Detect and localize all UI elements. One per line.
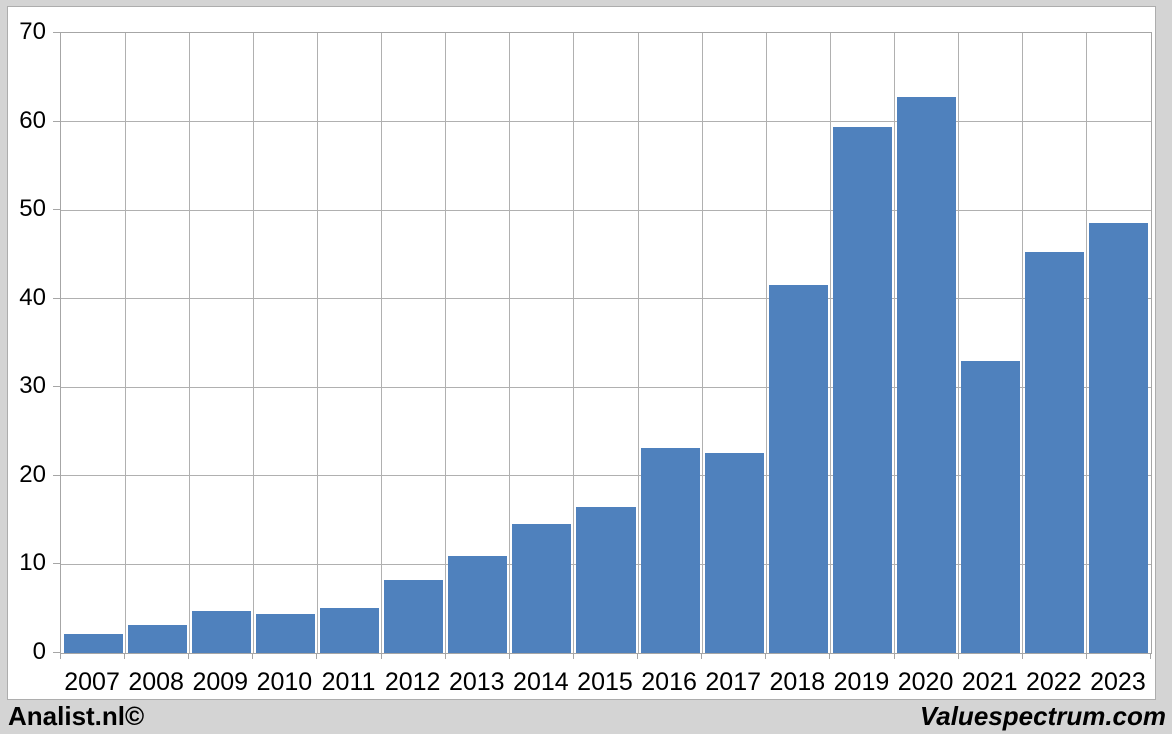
xtick-mark-16 bbox=[1085, 653, 1087, 659]
bar-2014 bbox=[512, 523, 572, 653]
ytick-label-50: 50 bbox=[19, 195, 46, 223]
bar-2008 bbox=[127, 624, 187, 653]
xtick-mark-1 bbox=[124, 653, 126, 659]
xtick-mark-6 bbox=[444, 653, 446, 659]
xtick-label-2013: 2013 bbox=[448, 668, 505, 696]
bar-2021 bbox=[961, 360, 1021, 653]
xtick-label-2014: 2014 bbox=[513, 668, 569, 696]
gridline-x-1 bbox=[124, 33, 126, 653]
gridline-x-5 bbox=[381, 33, 383, 653]
ytick-label-40: 40 bbox=[19, 283, 46, 311]
gridline-x-12 bbox=[829, 33, 831, 653]
gridline-x-8 bbox=[573, 33, 575, 653]
xtick-mark-4 bbox=[316, 653, 318, 659]
gridline-x-9 bbox=[637, 33, 639, 653]
chart-canvas bbox=[7, 6, 1156, 700]
ytick-label-20: 20 bbox=[19, 460, 46, 488]
gridline-x-14 bbox=[958, 33, 960, 653]
xtick-mark-11 bbox=[765, 653, 767, 659]
ytick-label-0: 0 bbox=[32, 638, 46, 665]
xtick-mark-13 bbox=[893, 653, 895, 659]
xtick-mark-9 bbox=[637, 653, 639, 659]
ytick-mark-40 bbox=[53, 297, 60, 299]
gridline-y-30 bbox=[61, 386, 1151, 388]
gridline-x-16 bbox=[1086, 33, 1088, 653]
ytick-label-70: 70 bbox=[19, 18, 46, 45]
ytick-label-30: 30 bbox=[19, 372, 46, 400]
gridline-x-6 bbox=[445, 33, 447, 653]
ytick-label-10: 10 bbox=[19, 549, 46, 577]
xtick-mark-15 bbox=[1021, 653, 1023, 659]
xtick-label-2016: 2016 bbox=[641, 668, 697, 696]
bar-2019 bbox=[832, 126, 893, 653]
gridline-x-15 bbox=[1022, 33, 1024, 653]
bar-2012 bbox=[384, 580, 444, 653]
gridline-x-7 bbox=[509, 33, 511, 653]
xtick-label-2012: 2012 bbox=[384, 668, 441, 696]
xtick-mark-17 bbox=[1150, 653, 1151, 659]
ytick-mark-0 bbox=[53, 652, 60, 653]
xtick-label-2021: 2021 bbox=[961, 668, 1018, 696]
xtick-mark-3 bbox=[252, 653, 254, 659]
xtick-mark-0 bbox=[60, 653, 61, 659]
xtick-label-2017: 2017 bbox=[705, 668, 762, 696]
xtick-label-2020: 2020 bbox=[897, 668, 954, 696]
ytick-mark-50 bbox=[53, 209, 60, 211]
xtick-mark-14 bbox=[957, 653, 959, 659]
xtick-label-2019: 2019 bbox=[833, 668, 890, 696]
attribution-right: Valuespectrum.com bbox=[919, 701, 1166, 731]
xtick-mark-8 bbox=[572, 653, 574, 659]
xtick-label-2015: 2015 bbox=[577, 668, 633, 696]
bar-2023 bbox=[1089, 222, 1149, 653]
bar-2017 bbox=[704, 452, 764, 653]
gridline-y-40 bbox=[61, 298, 1151, 300]
xtick-label-2011: 2011 bbox=[321, 668, 376, 696]
xtick-mark-5 bbox=[380, 653, 382, 659]
plot-area bbox=[60, 32, 1152, 654]
gridline-x-10 bbox=[701, 33, 703, 653]
gridline-x-3 bbox=[252, 33, 254, 653]
xtick-mark-2 bbox=[188, 653, 190, 659]
xtick-label-2018: 2018 bbox=[769, 668, 826, 696]
bar-2016 bbox=[640, 448, 700, 653]
xtick-label-2022: 2022 bbox=[1025, 668, 1082, 696]
xtick-mark-12 bbox=[829, 653, 831, 659]
ytick-mark-60 bbox=[53, 120, 60, 122]
gridline-y-60 bbox=[61, 121, 1151, 123]
xtick-label-2023: 2023 bbox=[1090, 668, 1146, 696]
gridline-x-2 bbox=[188, 33, 190, 653]
gridline-y-50 bbox=[61, 209, 1151, 211]
bar-2007 bbox=[63, 633, 123, 653]
gridline-x-4 bbox=[316, 33, 318, 653]
xtick-label-2010: 2010 bbox=[256, 668, 313, 696]
ytick-mark-30 bbox=[53, 386, 60, 388]
bar-2010 bbox=[255, 614, 315, 653]
bar-2013 bbox=[448, 555, 508, 653]
ytick-mark-20 bbox=[53, 474, 60, 476]
bar-2022 bbox=[1025, 251, 1085, 653]
bar-2011 bbox=[319, 607, 380, 653]
ytick-label-60: 60 bbox=[19, 106, 46, 134]
gridline-y-20 bbox=[61, 475, 1151, 477]
xtick-mark-7 bbox=[508, 653, 510, 659]
xtick-label-2007: 2007 bbox=[64, 668, 120, 696]
ytick-mark-10 bbox=[53, 563, 60, 565]
xtick-label-2009: 2009 bbox=[192, 668, 249, 696]
xtick-mark-10 bbox=[701, 653, 703, 659]
bar-2020 bbox=[897, 96, 957, 653]
gridline-x-13 bbox=[894, 33, 896, 653]
ytick-mark-70 bbox=[53, 32, 60, 33]
xtick-label-2008: 2008 bbox=[128, 668, 184, 696]
bar-2018 bbox=[768, 284, 828, 653]
bar-2015 bbox=[576, 506, 636, 653]
gridline-x-11 bbox=[765, 33, 767, 653]
bar-2009 bbox=[191, 610, 251, 653]
attribution-left: Analist.nl© bbox=[8, 701, 145, 731]
